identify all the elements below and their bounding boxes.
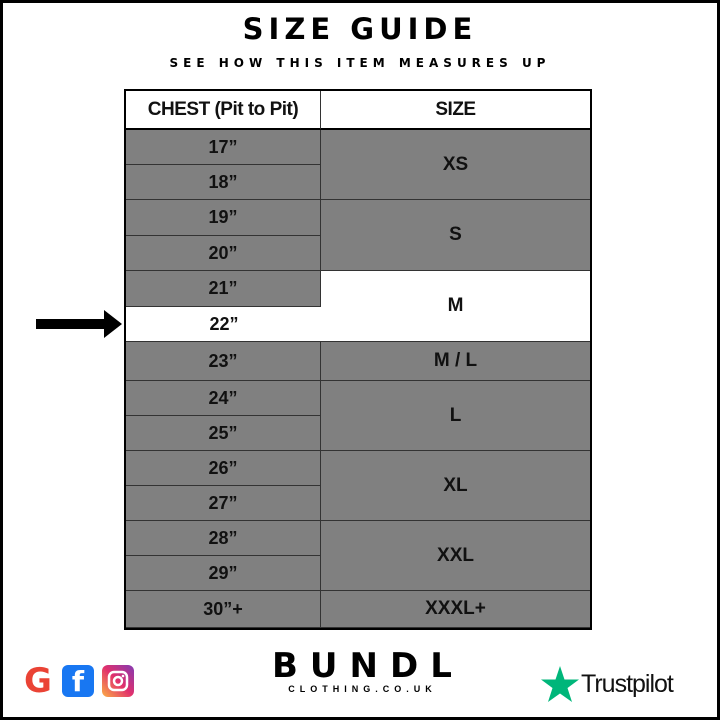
social-icons: G f [22, 661, 134, 701]
chest-cell: 22” [126, 307, 322, 342]
page-title: SIZE GUIDE [242, 12, 478, 46]
chest-cell: 27” [126, 486, 321, 521]
star-icon [541, 666, 579, 702]
size-cell: S [321, 200, 590, 271]
facebook-icon[interactable]: f [62, 665, 94, 698]
size-cell: M [321, 271, 590, 342]
chest-cell: 30”+ [126, 591, 321, 628]
page-subtitle: SEE HOW THIS ITEM MEASURES UP [169, 56, 551, 70]
chest-cell: 17” [126, 130, 321, 165]
header-chest: CHEST (Pit to Pit) [126, 91, 321, 130]
brand-url: CLOTHING.CO.UK [288, 684, 437, 694]
chest-cell: 21” [126, 271, 321, 307]
arrow-right-icon [36, 310, 122, 338]
trustpilot-logo[interactable]: Trustpilot [541, 666, 674, 702]
size-cell: XXL [321, 521, 590, 591]
size-table: CHEST (Pit to Pit) SIZE 17” 18” 19” 20” 21” 2… [124, 89, 592, 630]
brand-logo: BUNDL CLOTHING.CO.UK [260, 648, 460, 694]
chest-cell: 29” [126, 556, 321, 591]
header-size: SIZE [321, 91, 590, 130]
brand-name: BUNDL [272, 646, 464, 686]
chest-cell: 18” [126, 165, 321, 200]
google-icon[interactable]: G [24, 661, 52, 701]
chest-cell: 24” [126, 381, 321, 416]
trustpilot-text: Trustpilot [581, 669, 674, 698]
size-cell: XL [321, 451, 590, 521]
chest-cell: 20” [126, 236, 321, 271]
size-cell: L [321, 381, 590, 451]
size-cell: XXXL+ [321, 591, 590, 628]
size-cell: XS [321, 130, 590, 200]
size-cell: M / L [321, 342, 590, 381]
chest-cell: 23” [126, 342, 321, 381]
chest-cell: 26” [126, 451, 321, 486]
chest-cell: 28” [126, 521, 321, 556]
instagram-icon[interactable] [102, 665, 134, 697]
chest-cell: 19” [126, 200, 321, 236]
chest-cell: 25” [126, 416, 321, 451]
